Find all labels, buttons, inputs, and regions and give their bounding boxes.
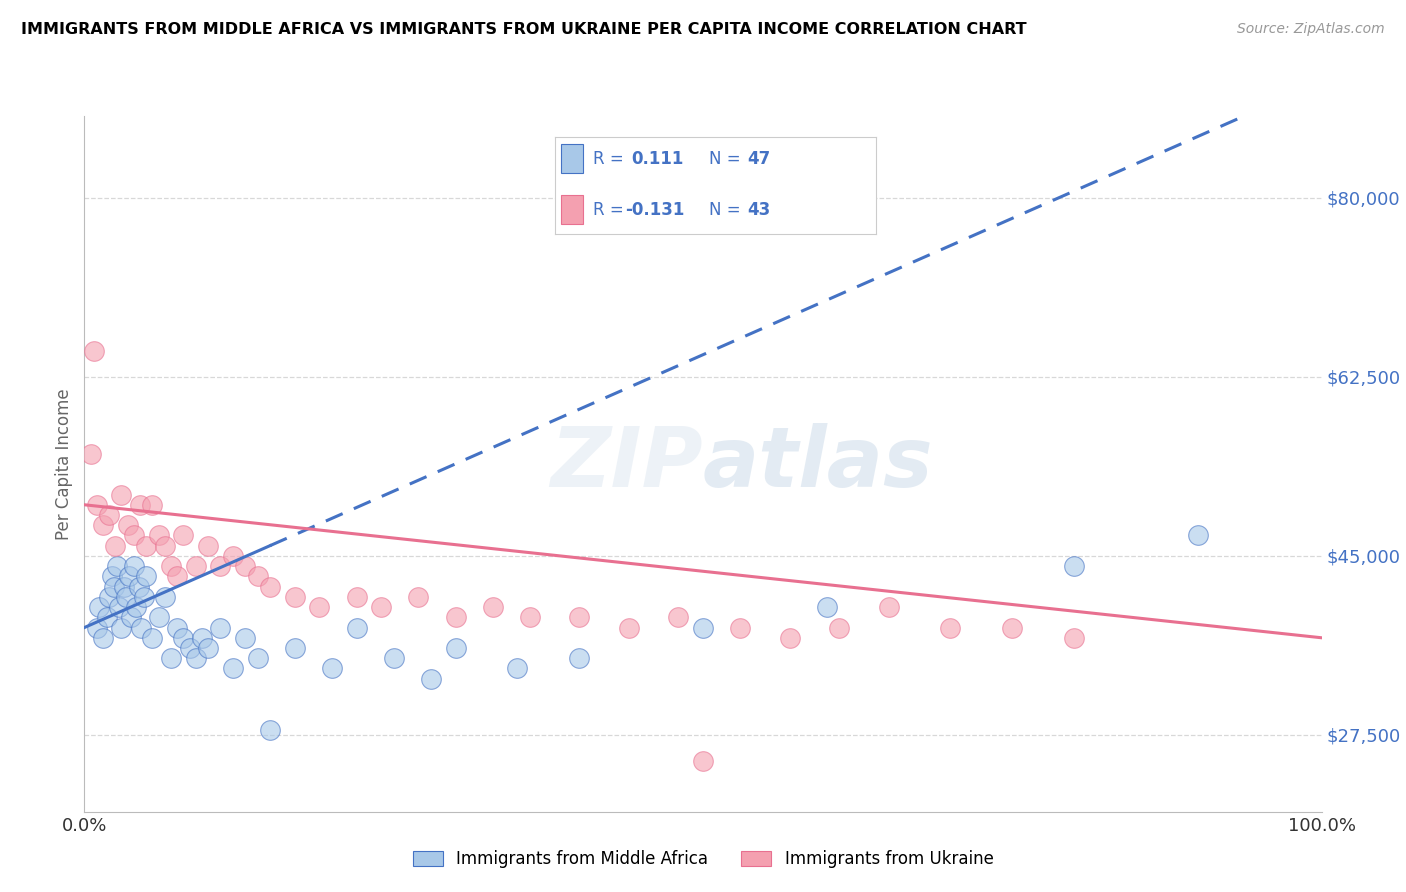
- Point: [153, 539, 176, 553]
- Point: [191, 631, 214, 645]
- Point: [141, 631, 163, 645]
- Point: [115, 590, 138, 604]
- Point: [506, 661, 529, 675]
- Point: [160, 559, 183, 574]
- Point: [148, 528, 170, 542]
- Point: [135, 569, 157, 583]
- Point: [233, 559, 256, 574]
- Point: [86, 621, 108, 635]
- Point: [346, 590, 368, 604]
- Point: [444, 610, 467, 624]
- Point: [110, 487, 132, 501]
- Point: [568, 610, 591, 624]
- Point: [209, 559, 232, 574]
- Point: [122, 528, 145, 542]
- Point: [118, 569, 141, 583]
- Point: [419, 672, 441, 686]
- Text: Source: ZipAtlas.com: Source: ZipAtlas.com: [1237, 22, 1385, 37]
- Point: [160, 651, 183, 665]
- Point: [828, 621, 851, 635]
- Point: [129, 621, 152, 635]
- Point: [1187, 528, 1209, 542]
- Point: [83, 344, 105, 359]
- Point: [110, 621, 132, 635]
- Point: [117, 518, 139, 533]
- Point: [259, 723, 281, 737]
- Point: [617, 621, 640, 635]
- Point: [568, 651, 591, 665]
- Point: [96, 610, 118, 624]
- Point: [120, 610, 142, 624]
- Point: [321, 661, 343, 675]
- Point: [233, 631, 256, 645]
- Point: [346, 621, 368, 635]
- Point: [125, 600, 148, 615]
- Point: [141, 498, 163, 512]
- Point: [172, 528, 194, 542]
- Point: [259, 580, 281, 594]
- Point: [246, 569, 269, 583]
- Point: [939, 621, 962, 635]
- Point: [382, 651, 405, 665]
- Point: [79, 447, 101, 461]
- Point: [284, 590, 307, 604]
- Point: [132, 590, 155, 604]
- Point: [112, 580, 135, 594]
- Point: [166, 569, 188, 583]
- Point: [179, 640, 201, 655]
- Text: ZIP: ZIP: [550, 424, 703, 504]
- Point: [89, 600, 111, 615]
- Point: [197, 640, 219, 655]
- Point: [104, 539, 127, 553]
- Point: [222, 661, 245, 675]
- Point: [148, 610, 170, 624]
- Point: [172, 631, 194, 645]
- Point: [246, 651, 269, 665]
- Point: [692, 621, 714, 635]
- Text: atlas: atlas: [703, 424, 934, 504]
- Point: [1063, 559, 1085, 574]
- Point: [184, 651, 207, 665]
- Point: [370, 600, 392, 615]
- Point: [100, 569, 122, 583]
- Point: [877, 600, 900, 615]
- Y-axis label: Per Capita Income: Per Capita Income: [55, 388, 73, 540]
- Point: [98, 590, 121, 604]
- Point: [135, 539, 157, 553]
- Point: [153, 590, 176, 604]
- Point: [728, 621, 751, 635]
- Point: [105, 559, 128, 574]
- Point: [209, 621, 232, 635]
- Point: [815, 600, 838, 615]
- Point: [166, 621, 188, 635]
- Point: [308, 600, 330, 615]
- Point: [666, 610, 689, 624]
- Point: [1001, 621, 1024, 635]
- Point: [222, 549, 245, 563]
- Point: [91, 631, 114, 645]
- Point: [184, 559, 207, 574]
- Point: [408, 590, 430, 604]
- Point: [128, 580, 150, 594]
- Point: [98, 508, 121, 522]
- Point: [444, 640, 467, 655]
- Point: [519, 610, 541, 624]
- Legend: Immigrants from Middle Africa, Immigrants from Ukraine: Immigrants from Middle Africa, Immigrant…: [406, 844, 1000, 875]
- Point: [91, 518, 114, 533]
- Point: [481, 600, 503, 615]
- Point: [1063, 631, 1085, 645]
- Point: [122, 559, 145, 574]
- Point: [103, 580, 125, 594]
- Point: [86, 498, 108, 512]
- Point: [129, 498, 152, 512]
- Text: IMMIGRANTS FROM MIDDLE AFRICA VS IMMIGRANTS FROM UKRAINE PER CAPITA INCOME CORRE: IMMIGRANTS FROM MIDDLE AFRICA VS IMMIGRA…: [21, 22, 1026, 37]
- Point: [108, 600, 131, 615]
- Point: [284, 640, 307, 655]
- Point: [692, 754, 714, 768]
- Point: [779, 631, 801, 645]
- Point: [197, 539, 219, 553]
